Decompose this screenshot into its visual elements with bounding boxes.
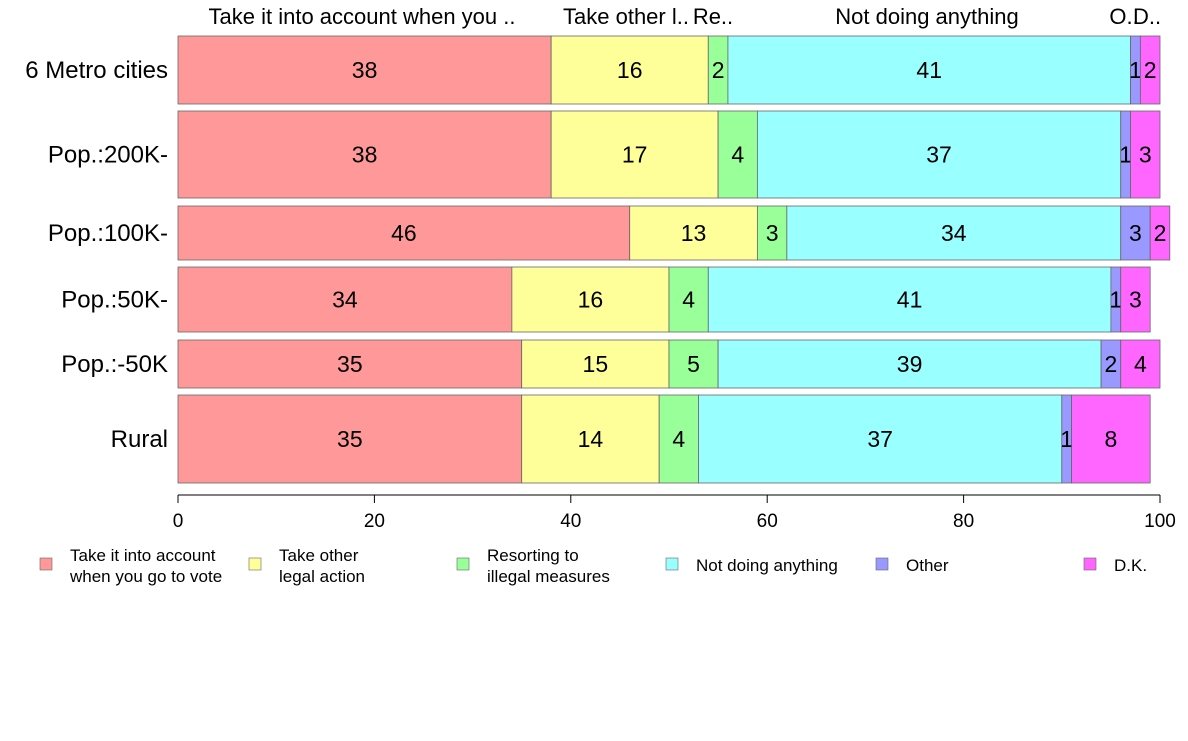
series-top-label: Re..	[693, 4, 733, 29]
value-label: 1	[1119, 142, 1132, 168]
bar-segment-rural-not-doing-anything	[698, 394, 1063, 484]
category-label: Pop.:-50K	[61, 351, 168, 378]
legend-label: Other	[906, 556, 949, 575]
legend-label: D.K.	[1114, 556, 1147, 575]
legend-swatch-take-other-legal-action	[248, 557, 262, 571]
value-label: 2	[1144, 57, 1157, 83]
value-label: 15	[583, 351, 609, 377]
legend-swatch-resorting-to-illegal-measures	[456, 557, 470, 571]
value-label: 14	[578, 426, 604, 452]
x-tick-label: 20	[364, 511, 385, 532]
value-label: 34	[941, 220, 967, 246]
series-top-label: O..	[1109, 4, 1138, 29]
value-label: 41	[916, 57, 942, 83]
bar-segment-pop-50k-d-k	[1120, 266, 1151, 333]
bar-segment-pop-200k-take-other-legal-action	[550, 110, 719, 199]
value-label: 5	[687, 351, 700, 377]
value-label: 4	[672, 426, 685, 452]
value-label: 2	[1105, 351, 1118, 377]
bar-segment-pop-50k-resorting-to-illegal-measures	[668, 266, 709, 333]
value-label: 17	[622, 142, 648, 168]
value-label: 3	[766, 220, 779, 246]
legend-label: Not doing anything	[696, 556, 838, 575]
legend-swatch-not-doing-anything	[665, 557, 679, 571]
legend-label: Resorting to	[487, 546, 579, 565]
series-top-label: Take it into account when you ..	[209, 4, 516, 29]
value-label: 1	[1109, 287, 1122, 313]
value-label: 4	[731, 142, 744, 168]
bar-segment-pop-50k-not-doing-anything	[707, 266, 1112, 333]
bar-segment-pop-50k-take-other-legal-action	[521, 339, 670, 389]
value-label: 35	[337, 351, 363, 377]
legend-label: when you go to vote	[69, 567, 222, 586]
bar-segment-rural-d-k	[1071, 394, 1151, 484]
bar-segment-rural-take-it-into-account-when-you-go-to-vote	[177, 394, 523, 484]
value-label: 38	[352, 57, 378, 83]
bar-segment-pop-50k-take-other-legal-action	[511, 266, 670, 333]
value-label: 37	[867, 426, 893, 452]
value-label: 3	[1129, 220, 1142, 246]
bar-segment-6-metro-cities-take-other-legal-action	[550, 35, 709, 105]
value-label: 1	[1129, 57, 1142, 83]
value-label: 4	[1134, 351, 1147, 377]
value-label: 41	[897, 287, 923, 313]
x-tick-label: 100	[1144, 511, 1176, 532]
value-label: 3	[1129, 287, 1142, 313]
series-top-label: D..	[1133, 4, 1161, 29]
legend-label: Take it into account	[70, 546, 216, 565]
bar-segment-pop-100k-take-it-into-account-when-you-go-to-vote	[177, 205, 631, 261]
bar-segment-6-metro-cities-d-k	[1139, 35, 1161, 105]
value-label: 1	[1060, 426, 1073, 452]
bar-segment-6-metro-cities-take-it-into-account-when-you-go-to-vote	[177, 35, 552, 105]
bar-segment-pop-200k-take-it-into-account-when-you-go-to-vote	[177, 110, 552, 199]
x-tick-label: 0	[173, 511, 184, 532]
category-label: Pop.:50K-	[61, 287, 168, 314]
value-label: 37	[926, 142, 952, 168]
bar-segment-pop-200k-d-k	[1130, 110, 1161, 199]
legend-label: Take other	[279, 546, 359, 565]
value-label: 2	[1154, 220, 1167, 246]
value-label: 16	[578, 287, 604, 313]
bar-segment-pop-50k-d-k	[1120, 339, 1161, 389]
bar-segment-pop-100k-d-k	[1149, 205, 1171, 261]
bar-segment-6-metro-cities-not-doing-anything	[727, 35, 1131, 105]
value-label: 16	[617, 57, 643, 83]
bar-segment-pop-100k-not-doing-anything	[786, 205, 1122, 261]
value-label: 4	[682, 287, 695, 313]
value-label: 3	[1139, 142, 1152, 168]
category-label: Rural	[111, 426, 168, 453]
category-label: Pop.:200K-	[48, 142, 168, 169]
x-tick-label: 80	[953, 511, 974, 532]
value-label: 8	[1105, 426, 1118, 452]
bar-segment-pop-200k-not-doing-anything	[756, 110, 1122, 199]
bar-segment-pop-200k-resorting-to-illegal-measures	[717, 110, 758, 199]
bar-segment-rural-resorting-to-illegal-measures	[658, 394, 699, 484]
category-label: 6 Metro cities	[25, 57, 168, 84]
x-tick-label: 60	[757, 511, 778, 532]
legend-label: legal action	[279, 567, 365, 586]
bar-segment-pop-50k-take-it-into-account-when-you-go-to-vote	[177, 266, 513, 333]
value-label: 38	[352, 142, 378, 168]
series-top-label: Take other l..	[563, 4, 689, 29]
legend-swatch-d-k	[1083, 557, 1097, 571]
bar-segment-pop-50k-resorting-to-illegal-measures	[668, 339, 719, 389]
value-label: 34	[332, 287, 358, 313]
category-label: Pop.:100K-	[48, 220, 168, 247]
legend-swatch-take-it-into-account-when-you-go-to-vote	[39, 557, 53, 571]
value-label: 2	[712, 57, 725, 83]
bar-segment-pop-50k-take-it-into-account-when-you-go-to-vote	[177, 339, 523, 389]
bar-segment-pop-100k-take-other-legal-action	[629, 205, 758, 261]
value-label: 13	[681, 220, 707, 246]
value-label: 39	[897, 351, 923, 377]
legend-swatch-other	[875, 557, 889, 571]
bar-segment-pop-50k-not-doing-anything	[717, 339, 1102, 389]
value-label: 46	[391, 220, 417, 246]
legend-label: illegal measures	[487, 567, 610, 586]
x-tick-label: 40	[560, 511, 581, 532]
series-top-label: Not doing anything	[835, 4, 1018, 29]
bar-segment-rural-take-other-legal-action	[521, 394, 660, 484]
value-label: 35	[337, 426, 363, 452]
